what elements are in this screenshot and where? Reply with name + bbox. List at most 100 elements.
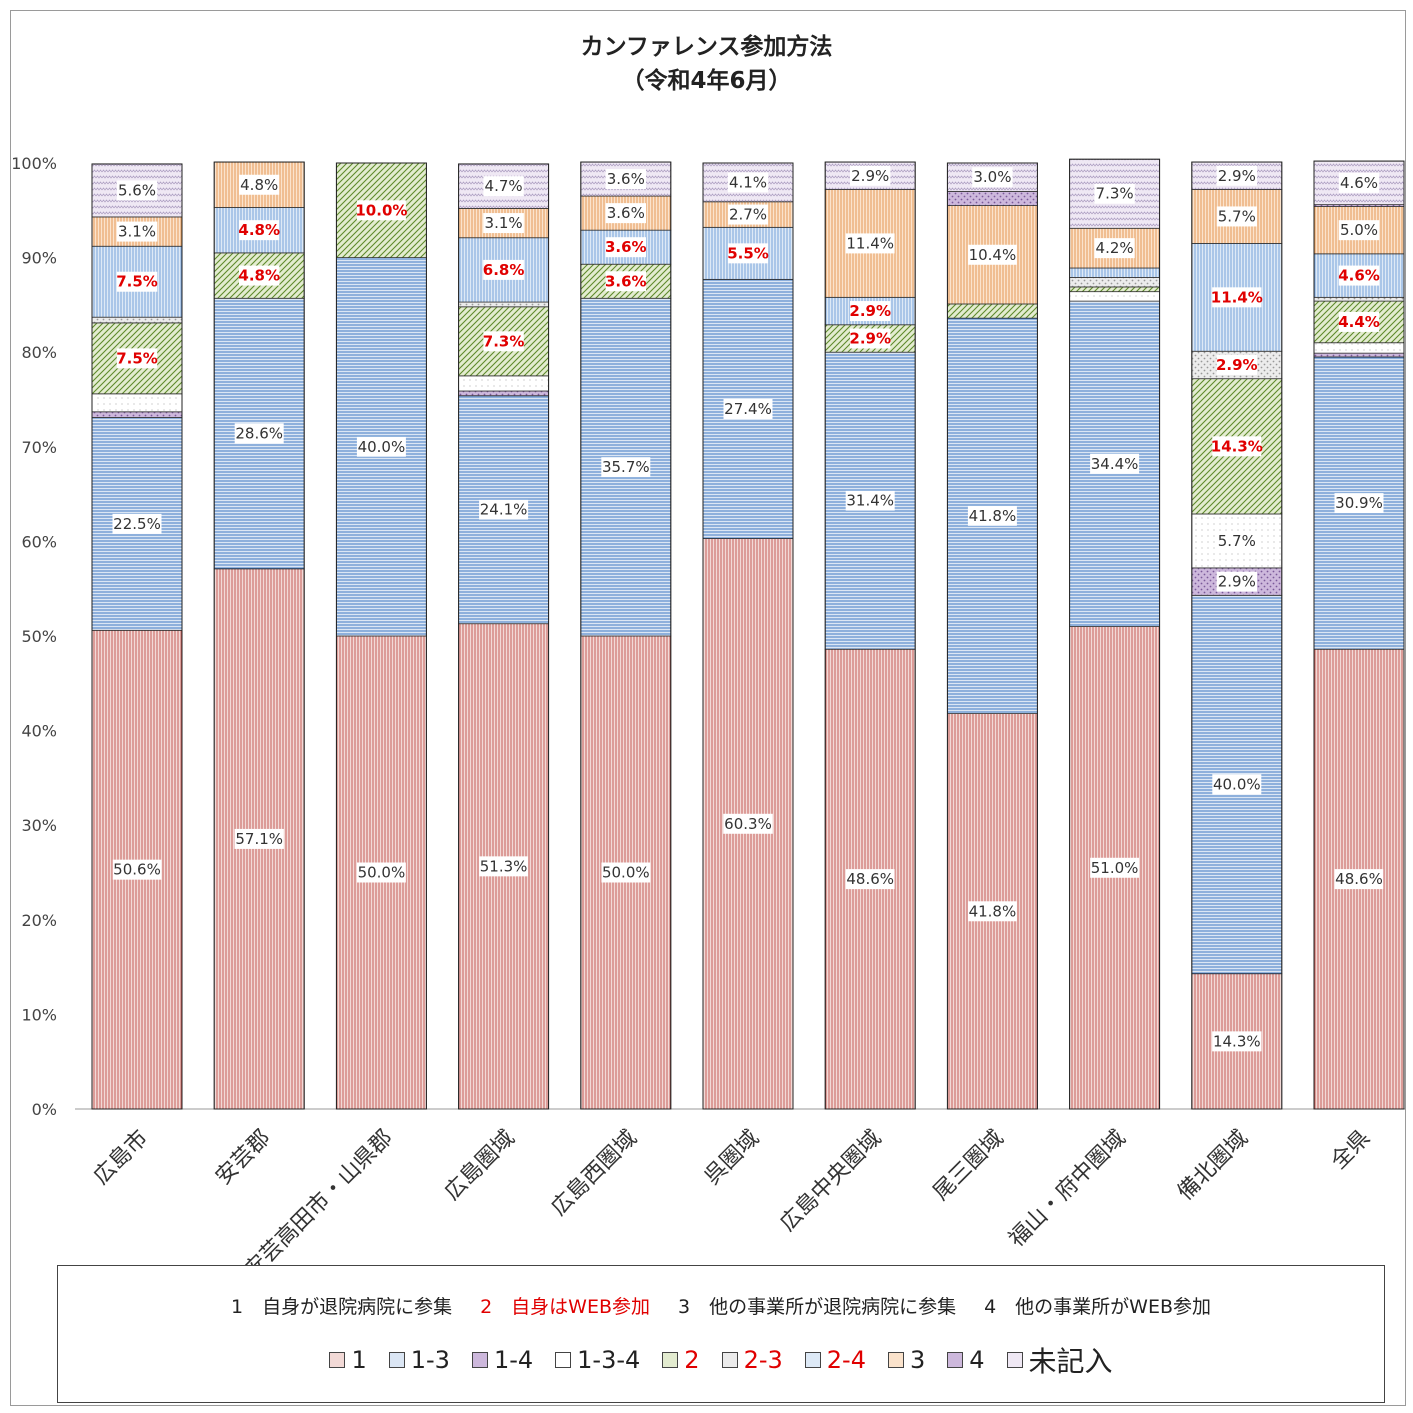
data-label: 10.0% [355, 201, 407, 219]
legend-label: 2-3 [743, 1346, 783, 1374]
legend-entry: 1-3-4 [555, 1346, 640, 1374]
data-label: 11.4% [1211, 288, 1263, 306]
data-label-bg [112, 859, 162, 880]
data-label-bg [112, 513, 162, 534]
data-label: 14.3% [1213, 1032, 1261, 1050]
legend-swatch [388, 1352, 405, 1368]
data-label: 5.7% [1218, 207, 1256, 225]
data-label-bg [727, 243, 769, 264]
bar-stack: 48.6% 30.9% 4.4% 4.6% 5.0% 4.6% [1313, 160, 1405, 1110]
legend-swatch [1006, 1352, 1023, 1368]
x-tick-label: 広島西圏域 [547, 1126, 642, 1221]
data-label-bg [967, 901, 1017, 922]
data-label-bg [1212, 1031, 1262, 1052]
data-label: 51.3% [480, 857, 528, 875]
data-label-bg [1212, 774, 1262, 795]
y-tick-label: 80% [21, 343, 57, 362]
data-label: 40.0% [1213, 776, 1261, 794]
bar-outline [91, 163, 183, 1110]
bar-segment [1069, 291, 1160, 302]
data-label-bg [967, 244, 1017, 265]
data-label-bg [239, 174, 280, 195]
legend-label: 4 [969, 1346, 985, 1374]
bar-stack: 50.0% 40.0% 10.0% [335, 162, 427, 1110]
legend-entry: 1 [329, 1346, 367, 1374]
data-label-bg [605, 237, 646, 258]
data-label-bg [850, 165, 891, 186]
data-label: 4.4% [1338, 313, 1380, 331]
data-label-bg [601, 457, 651, 478]
data-label: 22.5% [113, 515, 161, 533]
data-label-bg [1216, 354, 1257, 375]
data-label: 3.1% [118, 223, 156, 241]
y-tick-label: 100% [11, 154, 57, 173]
data-label-bg [1338, 172, 1380, 193]
data-label: 2.9% [1216, 356, 1258, 374]
legend-swatch [471, 1352, 488, 1368]
bar-segment [947, 303, 1038, 319]
legend-swatch [947, 1352, 964, 1368]
data-label: 4.7% [485, 177, 523, 195]
data-label-bg [356, 200, 406, 221]
x-tick-label: 備北圏域 [1173, 1126, 1253, 1206]
x-tick-label: 広島中央圏域 [775, 1126, 886, 1237]
data-label: 2.9% [849, 302, 891, 320]
data-label: 28.6% [235, 425, 283, 443]
data-label: 5.0% [1340, 221, 1378, 239]
x-tick-label: 福山・府中圏域 [1004, 1126, 1131, 1253]
bar-segment [1069, 277, 1160, 288]
data-label-bg [356, 436, 406, 457]
legend-swatch [804, 1352, 821, 1368]
legend-swatch [555, 1352, 572, 1368]
data-label: 50.6% [113, 861, 161, 879]
data-label: 5.6% [118, 181, 156, 199]
bar-outline [580, 161, 672, 1110]
data-label: 10.4% [969, 246, 1017, 264]
legend-entry: 3 [887, 1346, 926, 1374]
data-label-bg [727, 172, 769, 193]
data-label: 3.6% [605, 238, 647, 256]
legend-label: 3 [909, 1346, 926, 1374]
data-label-bg [845, 490, 895, 511]
bar-outline [335, 162, 427, 1110]
bar-segment [1313, 352, 1405, 358]
bar-stack: 60.3% 27.4% 5.5% 2.7% 4.1% [702, 162, 794, 1110]
data-label: 7.5% [116, 273, 158, 291]
data-label: 31.4% [846, 492, 894, 510]
bar-segment [91, 316, 183, 324]
x-tick-label: 呉圏域 [700, 1126, 764, 1190]
data-label-bg [605, 203, 646, 224]
bar-stack: 57.1% 28.6% 4.8% 4.8% 4.8% [213, 161, 305, 1110]
data-label-bg [1338, 220, 1380, 241]
bar-stack: 48.6% 31.4% 2.9% 2.9% 11.4% 2.9% [824, 161, 916, 1110]
data-label-bg [1090, 453, 1140, 474]
legend-swatch [887, 1352, 904, 1368]
bar-outline [946, 162, 1038, 1110]
legend-label: 1 [351, 1346, 367, 1374]
data-label-bg [1338, 311, 1380, 332]
data-label-bg [723, 813, 773, 834]
data-label-bg [845, 869, 895, 890]
data-label: 6.8% [483, 261, 525, 279]
stacked-bar-chart: 0% 10% 20% 30% 40% 50% 60% 70% 80% 90% 100% 50.6% 22… [11, 154, 1405, 1265]
legend-swatch [662, 1352, 679, 1368]
bar-segment [1313, 342, 1405, 354]
bar-segment [1069, 286, 1160, 293]
data-label-bg [483, 213, 524, 234]
data-label: 27.4% [724, 400, 772, 418]
data-label: 4.8% [240, 176, 278, 194]
legend-swatch [329, 1352, 346, 1368]
y-tick-label: 0% [32, 1100, 57, 1119]
data-label: 7.5% [116, 349, 158, 367]
bar-stack: 50.6% 22.5% 7.5% 7.5% 3.1% 5.6% [91, 163, 183, 1110]
data-label: 3.6% [607, 170, 645, 188]
chart-title-line-1: カンファレンス参加方法 [580, 34, 833, 60]
data-label: 4.6% [1338, 267, 1380, 285]
data-label-bg [972, 167, 1013, 188]
data-label-bg [116, 348, 158, 369]
data-label: 48.6% [846, 870, 894, 888]
x-tick-label: 広島市 [89, 1126, 153, 1190]
legend: 1 自身が退院病院に参集 2 自身はWEB参加 3 他の事業所が退院病院に参集 4 他… [57, 1265, 1385, 1403]
data-label: 2.9% [851, 167, 889, 185]
y-tick-label: 30% [21, 816, 57, 835]
